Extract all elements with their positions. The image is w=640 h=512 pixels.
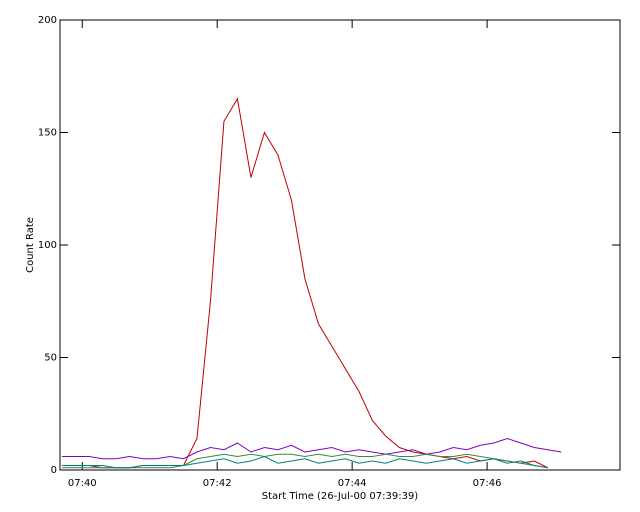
x-tick-label: 07:42	[203, 478, 232, 489]
y-tick-label: 200	[38, 15, 57, 26]
data-line	[62, 97, 549, 469]
plot-frame	[59, 19, 621, 471]
x-axis-label: Start Time (26-Jul-00 07:39:39)	[262, 491, 419, 502]
y-tick-label: 0	[51, 465, 57, 476]
y-tick-label: 100	[38, 240, 57, 251]
data-line	[62, 453, 548, 469]
data-line	[62, 437, 562, 460]
x-tick-label: 07:46	[473, 478, 502, 489]
x-tick-label: 07:44	[338, 478, 367, 489]
y-tick-label: 50	[44, 353, 57, 364]
x-tick-label: 07:40	[68, 478, 97, 489]
y-tick-label: 150	[38, 128, 57, 139]
y-axis-label: Count Rate	[25, 217, 36, 273]
data-line	[62, 455, 548, 469]
